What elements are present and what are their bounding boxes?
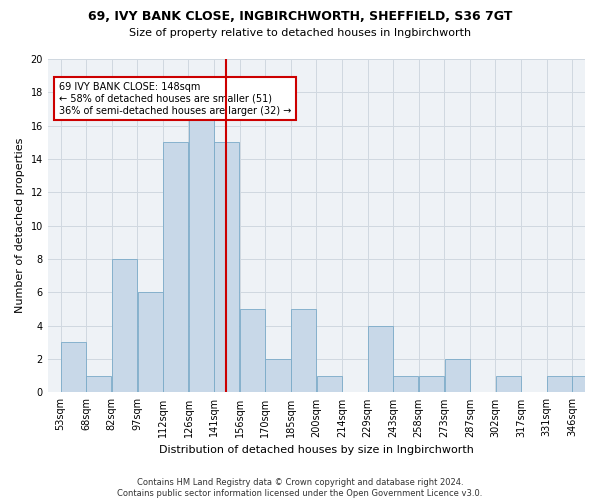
Bar	[394, 376, 418, 392]
Bar	[214, 142, 239, 392]
X-axis label: Distribution of detached houses by size in Ingbirchworth: Distribution of detached houses by size …	[159, 445, 474, 455]
Bar	[547, 376, 572, 392]
Bar	[163, 142, 188, 392]
Bar	[572, 376, 598, 392]
Bar	[240, 309, 265, 392]
Bar	[61, 342, 86, 392]
Bar	[445, 359, 470, 392]
Bar	[137, 292, 163, 392]
Y-axis label: Number of detached properties: Number of detached properties	[15, 138, 25, 314]
Bar	[496, 376, 521, 392]
Bar	[265, 359, 290, 392]
Bar	[112, 259, 137, 392]
Text: Size of property relative to detached houses in Ingbirchworth: Size of property relative to detached ho…	[129, 28, 471, 38]
Text: 69 IVY BANK CLOSE: 148sqm
← 58% of detached houses are smaller (51)
36% of semi-: 69 IVY BANK CLOSE: 148sqm ← 58% of detac…	[59, 82, 291, 116]
Bar	[291, 309, 316, 392]
Text: 69, IVY BANK CLOSE, INGBIRCHWORTH, SHEFFIELD, S36 7GT: 69, IVY BANK CLOSE, INGBIRCHWORTH, SHEFF…	[88, 10, 512, 23]
Bar	[317, 376, 342, 392]
Bar	[368, 326, 393, 392]
Text: Contains HM Land Registry data © Crown copyright and database right 2024.
Contai: Contains HM Land Registry data © Crown c…	[118, 478, 482, 498]
Bar	[419, 376, 444, 392]
Bar	[86, 376, 112, 392]
Bar	[189, 109, 214, 393]
